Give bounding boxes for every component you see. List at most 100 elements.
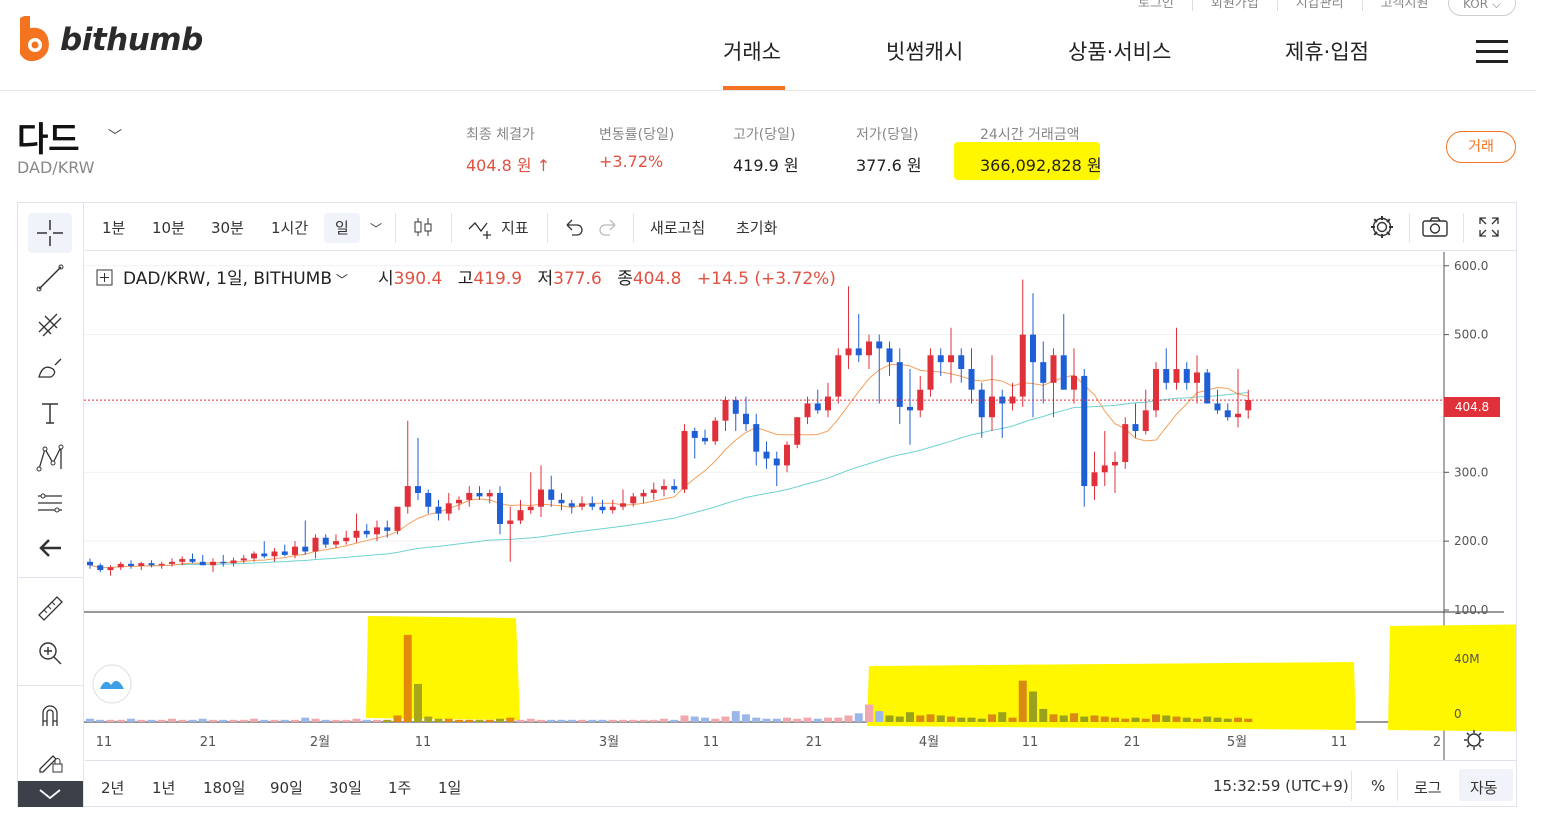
legend-high-label: 고	[457, 269, 474, 289]
hamburger-menu-icon[interactable]	[1476, 40, 1508, 64]
range-1w[interactable]: 1주	[388, 779, 412, 797]
zoom-in-icon[interactable]	[28, 633, 72, 673]
lock-drawing-icon[interactable]	[28, 740, 72, 780]
nav-active-underline	[723, 86, 785, 90]
coin-dropdown-chevron-icon[interactable]: ﹀	[108, 129, 122, 145]
volume-bar	[1182, 717, 1191, 722]
volume-bar	[250, 718, 258, 722]
candle-body	[1142, 410, 1149, 431]
volume-bar	[1193, 718, 1201, 722]
range-2y[interactable]: 2년	[101, 779, 125, 797]
crosshair-icon[interactable]	[28, 213, 72, 253]
volume-bar	[854, 713, 863, 722]
volume-bar	[660, 718, 668, 722]
interval-1d[interactable]: 일	[335, 219, 349, 237]
candle-body	[240, 558, 247, 561]
nav-partnership[interactable]: 제휴·입점	[1285, 40, 1369, 64]
signup-link[interactable]: 회원가입	[1193, 0, 1278, 11]
pattern-icon[interactable]	[28, 438, 72, 478]
candle-body	[189, 559, 196, 562]
indicator-icon[interactable]	[467, 215, 495, 241]
candle-type-icon[interactable]	[411, 215, 435, 239]
volume-bar	[137, 719, 146, 722]
tradingview-logo-icon[interactable]	[91, 663, 133, 705]
interval-10m[interactable]: 10분	[152, 219, 185, 237]
current-price-tag: 404.8	[1444, 397, 1500, 417]
refresh-button[interactable]: 새로고침	[650, 219, 706, 237]
volume-bar	[526, 718, 535, 722]
reset-button[interactable]: 초기화	[736, 219, 778, 237]
percent-toggle[interactable]: %	[1371, 777, 1386, 795]
candle-body	[251, 553, 257, 559]
interval-1m[interactable]: 1분	[102, 219, 126, 237]
volume-bar	[291, 719, 299, 722]
candle-body	[1030, 334, 1036, 363]
candle-body	[404, 486, 411, 507]
candle-body	[999, 396, 1006, 404]
range-180d[interactable]: 180일	[203, 779, 246, 797]
expand-legend-icon[interactable]	[96, 269, 113, 286]
candle-body	[333, 541, 339, 545]
nav-products-services[interactable]: 상품·서비스	[1068, 40, 1172, 64]
pitchfork-icon[interactable]	[28, 303, 72, 343]
price-chart[interactable]: 600.0500.0400.0300.0200.0100.040M011212월…	[84, 252, 1516, 760]
auto-toggle[interactable]: 자동	[1470, 779, 1498, 797]
stat-label: 24시간 거래금액	[980, 127, 1080, 143]
stat-low: 저가(당일) 377.6 원	[856, 124, 922, 176]
volume-bar	[547, 719, 556, 722]
volume-bar	[414, 683, 422, 722]
time-tick-label: 2	[1433, 735, 1441, 750]
fullscreen-icon[interactable]	[1477, 215, 1501, 239]
drawing-toolbar	[18, 203, 84, 807]
interval-30m[interactable]: 30분	[211, 219, 244, 237]
candle-body	[1122, 424, 1129, 462]
bithumb-logo[interactable]: bithumb	[14, 14, 203, 66]
stat-label: 변동률(당일)	[599, 127, 675, 143]
interval-dropdown-chevron-icon[interactable]: ﹀	[370, 222, 383, 236]
stat-change: 변동률(당일) +3.72%	[599, 124, 674, 171]
volume-bar	[557, 719, 566, 722]
log-toggle[interactable]: 로그	[1414, 779, 1442, 797]
legend-open-label: 시	[378, 269, 394, 289]
language-select[interactable]: KOR ⌵	[1448, 0, 1516, 16]
text-tool-icon[interactable]	[28, 393, 72, 433]
interval-1h[interactable]: 1시간	[271, 219, 309, 237]
camera-icon[interactable]	[1420, 215, 1450, 239]
nav-exchange[interactable]: 거래소	[723, 40, 781, 64]
volume-bar	[608, 719, 617, 722]
range-30d[interactable]: 30일	[329, 779, 362, 797]
range-1d[interactable]: 1일	[438, 779, 462, 797]
brush-icon[interactable]	[28, 348, 72, 388]
trade-button[interactable]: 거래	[1446, 131, 1516, 163]
indicator-button[interactable]: 지표	[501, 219, 529, 237]
wallet-link[interactable]: 지갑관리	[1278, 0, 1363, 11]
back-arrow-icon[interactable]	[28, 528, 72, 568]
candle-body	[968, 369, 975, 390]
candle-body	[548, 489, 555, 500]
volume-bar	[485, 719, 494, 722]
candle-body	[107, 567, 114, 571]
redo-icon[interactable]	[597, 217, 619, 237]
volume-bar	[1111, 717, 1119, 722]
gear-icon[interactable]	[1368, 213, 1396, 241]
support-link[interactable]: 고객지원	[1380, 0, 1429, 11]
fib-levels-icon[interactable]	[28, 483, 72, 523]
login-link[interactable]: 로그인	[1120, 0, 1193, 11]
range-1y[interactable]: 1년	[152, 779, 176, 797]
trend-line-icon[interactable]	[28, 258, 72, 298]
legend-low: 377.6	[553, 269, 602, 289]
axis-settings-icon[interactable]	[1467, 733, 1481, 747]
range-90d[interactable]: 90일	[270, 779, 303, 797]
collapse-toolbar-button[interactable]	[18, 781, 83, 807]
ruler-icon[interactable]	[28, 588, 72, 628]
price-tick-label: 200.0	[1454, 534, 1488, 548]
nav-bithumb-cash[interactable]: 빗썸캐시	[886, 40, 964, 64]
undo-icon[interactable]	[563, 217, 585, 237]
legend-symbol[interactable]: DAD/KRW, 1일, BITHUMB	[123, 269, 333, 289]
candle-body	[456, 499, 462, 504]
volume-bar	[198, 718, 207, 722]
magnet-icon[interactable]	[28, 695, 72, 735]
chart-clock[interactable]: 15:32:59 (UTC+9)	[1213, 777, 1349, 795]
candle-body	[353, 530, 360, 538]
volume-bar	[496, 718, 504, 722]
